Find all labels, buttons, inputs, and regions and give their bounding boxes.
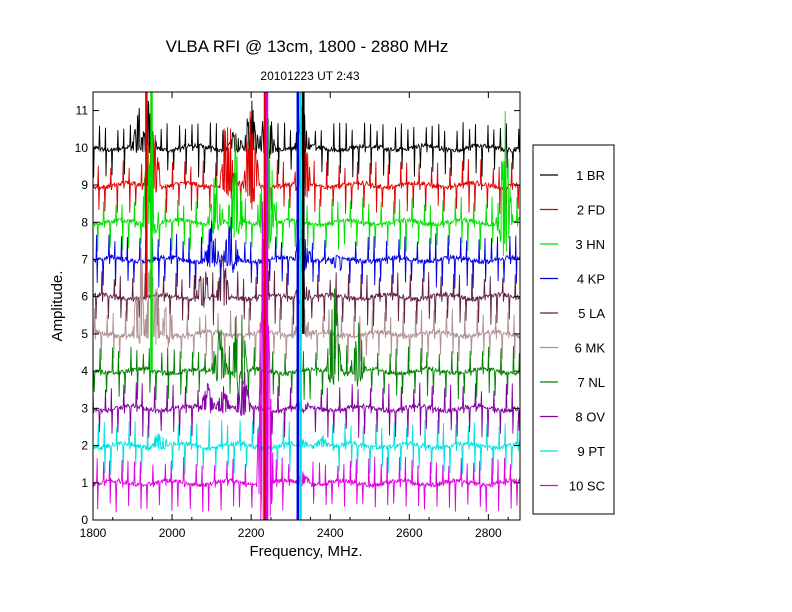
y-tick-label: 7 xyxy=(81,252,88,266)
series-line-6 xyxy=(93,248,520,364)
y-tick-label: 6 xyxy=(81,290,88,304)
x-tick-label: 2600 xyxy=(396,526,423,540)
legend-entry-label: 9 PT xyxy=(578,444,606,459)
series-line-2 xyxy=(93,106,520,215)
y-tick-label: 10 xyxy=(75,141,89,155)
legend: 1 BR 2 FD 3 HN 4 KP 5 LA 6 MK 7 NL 8 OV 9 PT 10 S… xyxy=(540,168,605,494)
series-line-4 xyxy=(93,216,520,290)
legend-entry-label: 2 FD xyxy=(577,203,605,218)
x-tick-label: 2800 xyxy=(475,526,502,540)
series-line-3 xyxy=(93,110,520,256)
axis-ticks: 1800 2000 2200 2400 2600 2800 0 1 2 3 4 5 6 7 8 9 10 11 xyxy=(75,92,520,540)
y-tick-label: 5 xyxy=(81,327,88,341)
plot-area xyxy=(93,92,520,520)
y-tick-label: 0 xyxy=(81,513,88,527)
y-tick-label: 11 xyxy=(76,104,89,118)
legend-entry-label: 10 SC xyxy=(569,479,605,494)
series-line-8 xyxy=(93,372,520,438)
chart-title: VLBA RFI @ 13cm, 1800 - 2880 MHz xyxy=(166,37,449,56)
legend-entry-label: 8 OV xyxy=(575,410,605,425)
y-tick-label: 9 xyxy=(81,178,88,192)
series-line-9 xyxy=(93,419,520,475)
y-tick-label: 1 xyxy=(81,476,88,490)
y-tick-label: 3 xyxy=(81,401,88,415)
x-tick-label: 2400 xyxy=(317,526,344,540)
legend-entry-label: 7 NL xyxy=(578,375,605,390)
plot-frame xyxy=(92,91,521,521)
legend-entry-label: 1 BR xyxy=(576,168,605,183)
legend-box xyxy=(532,144,615,515)
legend-entry-label: 5 LA xyxy=(578,306,605,321)
x-tick-label: 2200 xyxy=(238,526,265,540)
y-tick-label: 4 xyxy=(81,364,88,378)
series-line-7 xyxy=(93,288,520,401)
x-tick-label: 1800 xyxy=(80,526,107,540)
chart-subtitle: 20101223 UT 2:43 xyxy=(260,69,360,83)
y-tick-label: 2 xyxy=(81,439,88,453)
x-tick-label: 2000 xyxy=(159,526,186,540)
legend-entry-label: 6 MK xyxy=(575,341,606,356)
series-line-10 xyxy=(93,119,520,520)
x-axis-label: Frequency, MHz. xyxy=(249,543,362,560)
legend-entry-label: 3 HN xyxy=(575,237,605,252)
series-line-1 xyxy=(93,94,520,178)
series-line-5 xyxy=(93,255,520,327)
y-axis-label: Amplitude. xyxy=(49,271,66,342)
legend-entry-label: 4 KP xyxy=(577,272,605,287)
y-tick-label: 8 xyxy=(81,215,88,229)
